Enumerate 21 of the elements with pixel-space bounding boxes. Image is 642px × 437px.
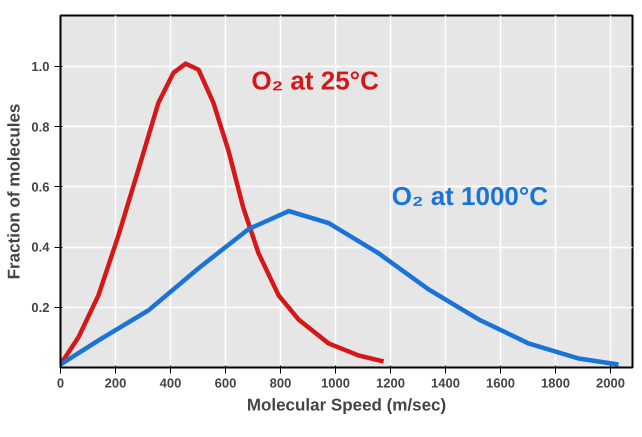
x-tick-label: 1400 — [431, 376, 460, 390]
y-tick-label: 1.0 — [31, 59, 50, 74]
y-tick-label: 0.4 — [31, 240, 50, 255]
x-tick-label: 0 — [56, 376, 64, 390]
series-label: O₂ at 1000°C — [392, 181, 548, 212]
x-tick-label: 1000 — [321, 376, 350, 390]
y-axis-title: Fraction of molecules — [4, 104, 24, 280]
x-axis-title: Molecular Speed (m/sec) — [246, 396, 446, 414]
line-series — [60, 208, 621, 367]
x-tick-label: 1800 — [541, 376, 570, 390]
y-tick-label: 0.2 — [31, 300, 50, 315]
x-tick-label: 600 — [214, 376, 236, 390]
x-tick-label: 400 — [160, 376, 182, 390]
x-tick-label: 1200 — [376, 376, 405, 390]
series-label: O₂ at 25°C — [251, 65, 380, 96]
x-tick-label: 2000 — [596, 376, 625, 390]
y-tick-label: 0.8 — [31, 119, 50, 134]
x-tick-label: 800 — [270, 376, 292, 390]
x-tick-label: 200 — [104, 376, 126, 390]
y-tick-label: 0.6 — [31, 179, 50, 194]
x-tick-label: 1600 — [486, 376, 515, 390]
